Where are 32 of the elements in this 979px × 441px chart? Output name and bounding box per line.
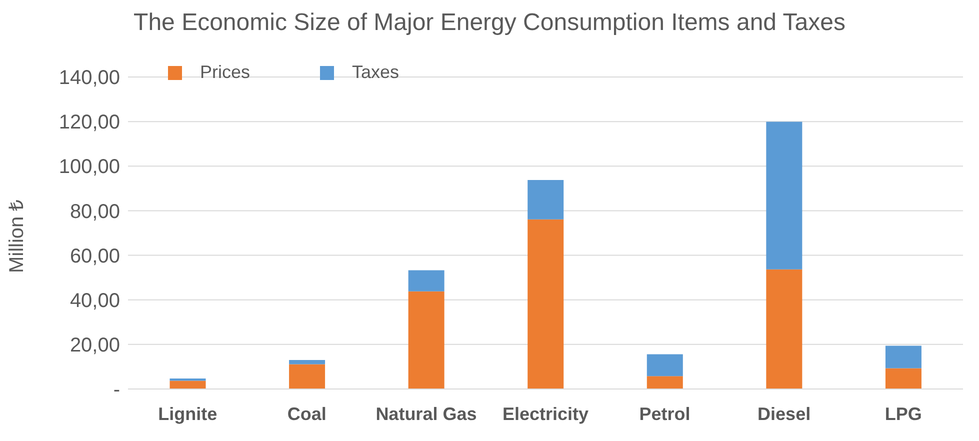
bar xyxy=(766,122,802,270)
bar xyxy=(408,291,444,389)
bar xyxy=(885,346,922,368)
bar xyxy=(646,376,683,389)
bar xyxy=(766,269,802,389)
x-tick-label: Petrol xyxy=(639,404,690,424)
y-tick-label: 140,00 xyxy=(58,67,120,90)
legend-label: Prices xyxy=(200,62,250,82)
y-tick-label: 100,00 xyxy=(58,156,120,178)
bar xyxy=(885,368,922,389)
y-tick-label: - xyxy=(113,379,120,402)
y-tick-label: 20,00 xyxy=(70,334,120,357)
x-tick-label: Electricity xyxy=(502,404,589,424)
bar xyxy=(289,360,326,364)
y-tick-label: 40,00 xyxy=(70,290,120,312)
y-axis-title: Million ₺ xyxy=(6,200,28,273)
x-tick-label: Natural Gas xyxy=(376,404,477,424)
bar xyxy=(528,219,564,389)
bar xyxy=(289,364,326,389)
x-tick-label: Diesel xyxy=(758,404,811,424)
x-tick-label: Coal xyxy=(287,404,326,424)
bar xyxy=(646,354,683,376)
bar xyxy=(408,270,444,292)
y-tick-label: 80,00 xyxy=(70,200,120,223)
x-tick-label: LPG xyxy=(884,404,922,424)
legend-label: Taxes xyxy=(352,62,400,82)
y-tick-label: 60,00 xyxy=(70,245,120,268)
bar xyxy=(170,380,206,389)
chart-title: The Economic Size of Major Energy Consumption Items and Taxes xyxy=(132,8,846,38)
x-tick-label: Lignite xyxy=(158,404,218,424)
y-tick-label: 120,00 xyxy=(58,112,120,134)
bar xyxy=(528,180,564,220)
